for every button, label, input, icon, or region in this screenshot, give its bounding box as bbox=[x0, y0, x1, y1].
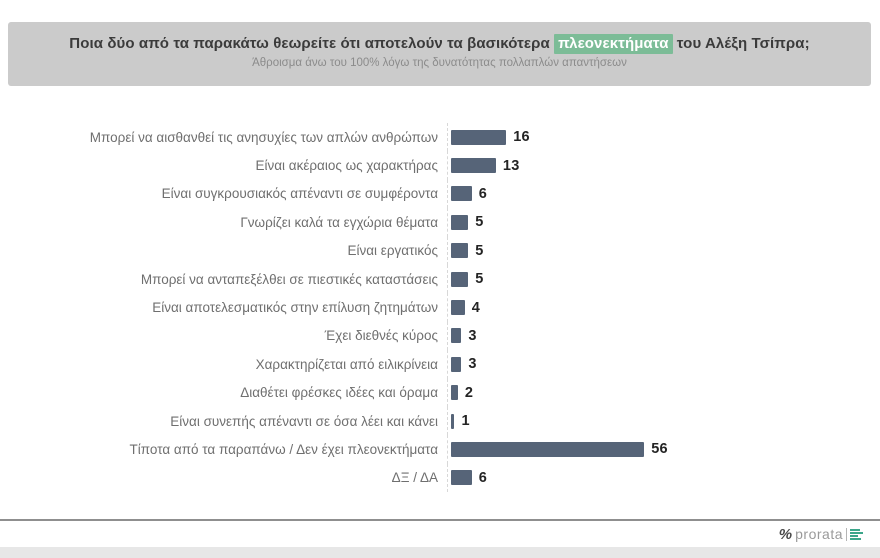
bar bbox=[451, 328, 462, 344]
footer: % prorata bbox=[0, 521, 880, 547]
question-title-highlight: πλεονεκτήματα bbox=[554, 34, 673, 54]
bar bbox=[451, 243, 469, 259]
chart-row: Είναι ακέραιος ως χαρακτήρας 13 bbox=[0, 151, 880, 180]
bar bbox=[451, 470, 472, 486]
chart-row: Τίποτα από τα παραπάνω / Δεν έχει πλεονε… bbox=[0, 435, 880, 464]
value-label: 5 bbox=[475, 214, 484, 231]
prorata-logo: % prorata bbox=[779, 526, 864, 543]
bar-cell: 6 bbox=[447, 463, 880, 493]
bar-cell: 13 bbox=[447, 151, 880, 180]
bar bbox=[451, 129, 507, 145]
bar bbox=[451, 186, 472, 202]
category-label: Είναι συνεπής απέναντι σε όσα λέει και κ… bbox=[170, 413, 438, 429]
chart-row: Μπορεί να ανταπεξέλθει σε πιεστικές κατα… bbox=[0, 264, 880, 294]
category-label: Τίποτα από τα παραπάνω / Δεν έχει πλεονε… bbox=[129, 441, 438, 457]
value-label: 6 bbox=[478, 185, 488, 202]
value-label: 56 bbox=[651, 441, 668, 458]
chart-row: Είναι εργατικός 5 bbox=[0, 236, 880, 265]
chart-row: Χαρακτηρίζεται από ειλικρίνεια 3 bbox=[0, 350, 880, 379]
category-label: Χαρακτηρίζεται από ειλικρίνεια bbox=[255, 356, 438, 372]
bar-cell: 3 bbox=[447, 350, 880, 379]
bar-cell: 56 bbox=[447, 435, 880, 464]
value-label: 16 bbox=[513, 129, 530, 146]
value-label: 5 bbox=[475, 242, 484, 259]
chart-row: ΔΞ / ΔΑ 6 bbox=[0, 463, 880, 493]
bottom-strip bbox=[0, 547, 880, 558]
bar bbox=[451, 356, 462, 372]
bar bbox=[451, 300, 465, 316]
chart-row: Είναι συγκρουσιακός απέναντι σε συμφέρον… bbox=[0, 179, 880, 209]
prorata-logo-text: prorata bbox=[795, 526, 843, 542]
bar-cell: 6 bbox=[447, 179, 880, 209]
bar bbox=[451, 158, 496, 174]
chart-row: Είναι αποτελεσματικός στην επίλυση ζητημ… bbox=[0, 293, 880, 322]
category-label: Μπορεί να αισθανθεί τις ανησυχίες των απ… bbox=[89, 129, 438, 145]
category-label: Είναι εργατικός bbox=[347, 243, 439, 259]
value-label: 3 bbox=[468, 327, 477, 344]
bar-cell: 5 bbox=[447, 236, 880, 265]
logo-separator bbox=[846, 527, 847, 541]
category-label: Διαθέτει φρέσκες ιδέες και όραμα bbox=[240, 385, 438, 401]
footer-divider bbox=[0, 519, 880, 521]
chart-row: Είναι συνεπής απέναντι σε όσα λέει και κ… bbox=[0, 406, 880, 436]
bar-cell: 3 bbox=[447, 321, 880, 351]
value-label: 3 bbox=[468, 356, 477, 373]
value-label: 1 bbox=[461, 413, 470, 430]
percent-icon: % bbox=[778, 525, 793, 543]
bar bbox=[451, 214, 469, 230]
category-label: Είναι αποτελεσματικός στην επίλυση ζητημ… bbox=[152, 300, 438, 316]
chart-row: Γνωρίζει καλά τα εγχώρια θέματα 5 bbox=[0, 208, 880, 237]
question-subtitle: Άθροισμα άνω του 100% λόγω της δυνατότητ… bbox=[252, 57, 627, 69]
category-label: Είναι συγκρουσιακός απέναντι σε συμφέρον… bbox=[161, 186, 438, 202]
category-label: ΔΞ / ΔΑ bbox=[391, 470, 438, 486]
value-label: 4 bbox=[471, 299, 481, 316]
bar-chart: Μπορεί να αισθανθεί τις ανησυχίες των απ… bbox=[0, 123, 880, 493]
value-label: 6 bbox=[478, 469, 488, 486]
bar-cell: 5 bbox=[447, 208, 880, 237]
bar-chart-icon bbox=[850, 528, 863, 540]
value-label: 2 bbox=[464, 384, 474, 401]
category-label: Γνωρίζει καλά τα εγχώρια θέματα bbox=[240, 214, 438, 230]
bar bbox=[451, 441, 645, 457]
bar-cell: 5 bbox=[447, 264, 880, 294]
chart-row: Έχει διεθνές κύρος 3 bbox=[0, 321, 880, 351]
category-label: Μπορεί να ανταπεξέλθει σε πιεστικές κατα… bbox=[140, 271, 438, 287]
bar-cell: 4 bbox=[447, 293, 880, 322]
question-title-prefix: Ποια δύο από τα παρακάτω θεωρείτε ότι απ… bbox=[69, 35, 555, 52]
bar bbox=[451, 385, 458, 401]
category-label: Έχει διεθνές κύρος bbox=[324, 328, 438, 344]
bar-cell: 2 bbox=[447, 378, 880, 407]
question-title-suffix: του Αλέξη Τσίπρα; bbox=[672, 35, 810, 52]
question-header: Ποια δύο από τα παρακάτω θεωρείτε ότι απ… bbox=[8, 22, 871, 86]
bar-cell: 1 bbox=[447, 406, 880, 436]
category-label: Είναι ακέραιος ως χαρακτήρας bbox=[255, 158, 438, 174]
question-title: Ποια δύο από τα παρακάτω θεωρείτε ότι απ… bbox=[8, 34, 871, 54]
bar-cell: 16 bbox=[447, 123, 880, 152]
chart-row: Μπορεί να αισθανθεί τις ανησυχίες των απ… bbox=[0, 123, 880, 152]
chart-row: Διαθέτει φρέσκες ιδέες και όραμα 2 bbox=[0, 378, 880, 407]
value-label: 13 bbox=[502, 157, 520, 174]
value-label: 5 bbox=[475, 271, 484, 288]
bar bbox=[451, 271, 469, 287]
bar bbox=[451, 413, 455, 429]
